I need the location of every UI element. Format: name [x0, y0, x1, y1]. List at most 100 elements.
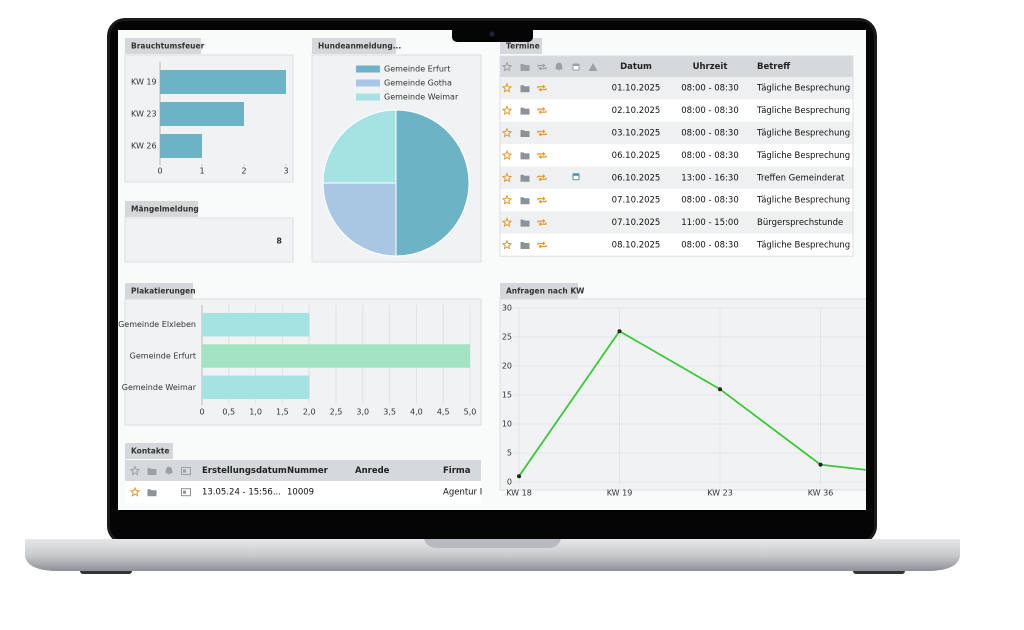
star-icon — [501, 61, 513, 72]
table-cell: Tägliche Besprechung — [756, 129, 850, 139]
widget-title: Brauchtumsfeuer — [131, 42, 205, 51]
bar — [202, 375, 310, 400]
x-tick-label: 1 — [199, 167, 204, 176]
x-tick-label: KW 23 — [707, 489, 733, 498]
laptop-base — [25, 539, 960, 571]
card-icon — [181, 488, 191, 497]
y-tick-label: 30 — [502, 304, 512, 313]
star-icon — [501, 239, 513, 250]
folder-icon — [520, 64, 530, 71]
widget-tab — [125, 38, 201, 54]
table-row — [500, 121, 853, 145]
camera — [489, 31, 495, 37]
widget-panel — [124, 217, 294, 263]
table-cell: Tägliche Besprechung — [756, 151, 850, 161]
table-cell: Bürgersprechstunde — [757, 218, 843, 228]
folder-icon — [520, 130, 530, 137]
repeat-icon — [537, 107, 547, 115]
x-tick-label: 4,0 — [410, 408, 423, 417]
y-tick-label: KW 26 — [131, 142, 157, 151]
table-row — [500, 144, 853, 167]
y-tick-label: KW 19 — [131, 78, 157, 87]
x-tick-label: 0,5 — [222, 408, 235, 417]
table-cell: Tägliche Besprechung — [756, 84, 850, 94]
widget-title: Plakatierungen — [131, 287, 196, 296]
table-cell: 08:00 - 08:30 — [681, 196, 738, 206]
pie-slice — [322, 109, 397, 184]
repeat-icon — [537, 174, 547, 182]
repeat-icon — [537, 151, 547, 159]
folder-icon — [520, 107, 530, 115]
column-header: Erstellungsdatum — [202, 466, 287, 476]
x-tick-label: 2,0 — [303, 408, 316, 417]
widget-tab — [312, 38, 396, 54]
table-row — [500, 77, 853, 100]
card-icon — [181, 467, 191, 475]
line-point — [818, 462, 823, 467]
x-tick-label: 1,5 — [276, 408, 289, 417]
table-cell: 03.10.2025 — [612, 129, 661, 139]
widget-title: Anfragen nach KW — [506, 287, 585, 296]
y-tick-label: 5 — [507, 449, 512, 458]
x-tick-label: KW 18 — [506, 489, 532, 498]
table-row — [500, 211, 853, 234]
table-cell: 08:00 - 08:30 — [681, 106, 738, 116]
table-row — [500, 166, 853, 189]
x-tick-label: 0 — [157, 167, 162, 176]
calendar-icon-top — [573, 175, 579, 180]
line-point — [517, 474, 521, 479]
y-tick-label: Gemeinde Erfurt — [130, 352, 196, 361]
table-cell: 06.10.2025 — [612, 151, 661, 161]
x-tick-label: 2,5 — [330, 408, 343, 417]
repeat-icon — [537, 84, 547, 92]
pie-slice — [395, 109, 470, 257]
table-cell: 08.10.2025 — [612, 241, 661, 251]
bar — [160, 102, 244, 126]
x-tick-label: 0 — [199, 408, 204, 417]
widget-title: Termine — [506, 42, 540, 51]
x-tick-label: 4,5 — [437, 408, 450, 417]
x-tick-label: 3 — [283, 167, 288, 176]
widget-title: Hundeanmeldung... — [318, 42, 401, 51]
x-tick-label: KW 19 — [607, 489, 633, 498]
star-icon — [501, 105, 513, 116]
legend-label: Gemeinde Gotha — [384, 79, 452, 88]
line-point — [718, 387, 722, 392]
table-cell: Treffen Gemeinderat — [756, 173, 845, 183]
widget-tab — [500, 283, 578, 299]
table-row — [500, 233, 853, 257]
table-cell: 10009 — [287, 488, 314, 498]
x-tick-label: 3,5 — [383, 408, 396, 417]
folder-icon — [147, 468, 157, 475]
x-tick-label: KW 36 — [808, 489, 834, 498]
folder-icon — [520, 197, 530, 205]
line-point — [617, 329, 622, 334]
column-header: Firma — [443, 466, 471, 476]
y-tick-label: KW 23 — [131, 110, 157, 119]
legend-label: Gemeinde Erfurt — [384, 65, 450, 74]
x-tick-label: 1,0 — [249, 408, 262, 417]
table-cell: Tägliche Besprechung — [756, 196, 850, 206]
calendar-icon-top — [573, 66, 579, 70]
column-header: Uhrzeit — [693, 62, 728, 72]
table-cell: 01.10.2025 — [612, 84, 661, 94]
widget-tab — [125, 201, 198, 217]
star-icon — [501, 172, 513, 183]
table-cell: 13.05.24 - 15:56... — [202, 488, 281, 498]
widget-title: Mängelmeldung — [131, 205, 199, 214]
kpi-value: 8 — [276, 237, 282, 246]
table-cell: 08:00 - 08:30 — [681, 129, 738, 139]
table-header — [125, 460, 481, 481]
table-cell: 08:00 - 08:30 — [681, 84, 738, 94]
table-header — [500, 56, 853, 77]
table-cell: 08:00 - 08:30 — [681, 151, 738, 161]
table-cell: 07.10.2025 — [612, 218, 661, 228]
x-tick-label: 3,0 — [356, 408, 369, 417]
table-row — [500, 99, 853, 122]
table-cell: 02.10.2025 — [612, 106, 661, 116]
card-icon-face — [183, 490, 186, 494]
table-row — [500, 189, 853, 212]
y-tick-label: 15 — [502, 391, 512, 400]
folder-icon — [147, 489, 157, 497]
